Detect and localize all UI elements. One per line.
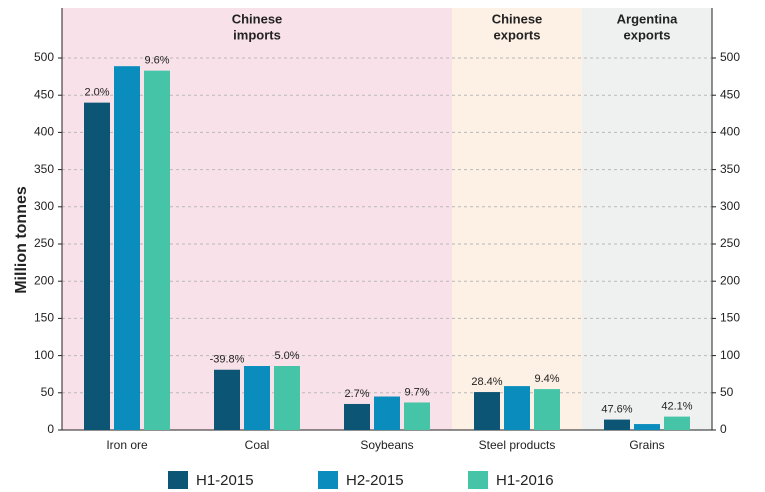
y2-tick-label: 150 <box>720 311 740 325</box>
region-background <box>582 8 712 430</box>
change-label: 28.4% <box>471 376 502 388</box>
change-label: -39.8% <box>210 354 245 366</box>
y-axis-label: Million tonnes <box>13 186 30 294</box>
y2-tick-label: 50 <box>720 385 734 399</box>
change-label: 9.4% <box>534 373 559 385</box>
bar <box>144 70 170 430</box>
change-label: 5.0% <box>274 350 299 362</box>
bar <box>114 66 140 431</box>
x-tick-label: Steel products <box>479 438 556 452</box>
change-label: 42.1% <box>661 401 692 413</box>
legend-swatch <box>318 471 338 489</box>
region-label: Chinese <box>232 11 283 26</box>
change-label: 9.7% <box>404 386 429 398</box>
bar <box>344 403 370 430</box>
bar <box>634 424 660 430</box>
bar <box>274 366 300 430</box>
region-label: Chinese <box>492 11 543 26</box>
legend-swatch <box>468 471 488 489</box>
y2-tick-label: 500 <box>720 50 740 64</box>
bar <box>604 419 630 430</box>
y2-tick-label: 300 <box>720 199 740 213</box>
change-label: 47.6% <box>601 403 632 415</box>
y-tick-label: 450 <box>34 87 54 101</box>
x-tick-label: Soybeans <box>360 438 413 452</box>
bar <box>664 416 690 430</box>
bar <box>504 386 530 430</box>
x-tick-label: Iron ore <box>106 438 148 452</box>
legend-label: H1-2016 <box>496 472 554 489</box>
bar <box>534 389 560 430</box>
x-tick-label: Grains <box>629 438 664 452</box>
region-label: imports <box>233 27 281 42</box>
change-label: 2.0% <box>84 87 109 99</box>
legend-label: H2-2015 <box>346 472 404 489</box>
y-tick-label: 500 <box>34 50 54 64</box>
bar <box>404 402 430 430</box>
y-tick-label: 200 <box>34 273 54 287</box>
region-label: exports <box>624 27 671 42</box>
y2-tick-label: 200 <box>720 273 740 287</box>
region-label: exports <box>494 27 541 42</box>
bar <box>214 369 240 430</box>
bar <box>84 102 110 430</box>
y2-tick-label: 0 <box>720 422 727 436</box>
change-label: 9.6% <box>144 55 169 67</box>
legend-label: H1-2015 <box>196 472 254 489</box>
y-tick-label: 250 <box>34 236 54 250</box>
y-tick-label: 0 <box>47 422 54 436</box>
y-tick-label: 150 <box>34 311 54 325</box>
y2-tick-label: 100 <box>720 348 740 362</box>
y2-tick-label: 250 <box>720 236 740 250</box>
y-tick-label: 400 <box>34 125 54 139</box>
change-label: 2.7% <box>344 388 369 400</box>
y-tick-label: 300 <box>34 199 54 213</box>
bar <box>474 392 500 430</box>
bar <box>244 366 270 430</box>
bar <box>374 396 400 430</box>
y-tick-label: 350 <box>34 162 54 176</box>
region-background <box>452 8 582 430</box>
y2-tick-label: 400 <box>720 125 740 139</box>
y2-tick-label: 350 <box>720 162 740 176</box>
region-label: Argentina <box>617 11 678 26</box>
y-tick-label: 100 <box>34 348 54 362</box>
legend-swatch <box>168 471 188 489</box>
x-tick-label: Coal <box>245 438 270 452</box>
y2-tick-label: 450 <box>720 87 740 101</box>
y-tick-label: 50 <box>41 385 55 399</box>
